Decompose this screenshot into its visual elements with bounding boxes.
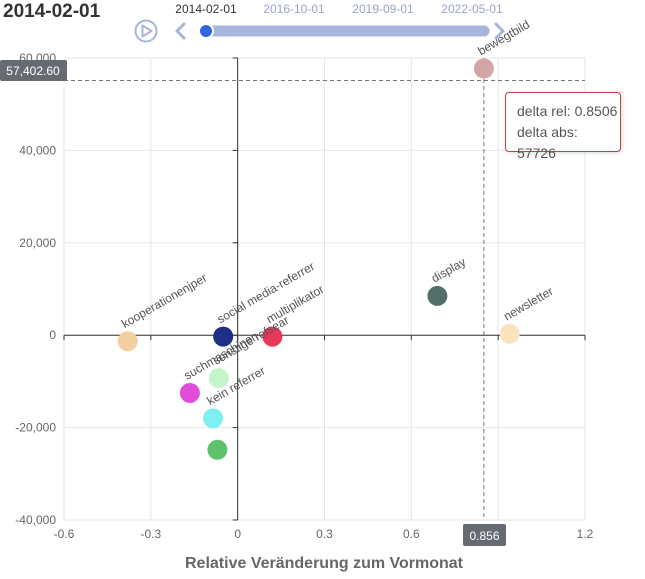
- y-tick-label: 20,000: [19, 236, 56, 250]
- data-point-5: [262, 326, 283, 347]
- y-tick-label: 40,000: [19, 143, 56, 157]
- play-icon: [141, 24, 153, 38]
- point-label-3: kooperationenjper: [119, 271, 209, 331]
- x-axis-title: Relative Veränderung zum Vormonat: [185, 555, 464, 572]
- timeline-label-2[interactable]: 2019-09-01: [352, 2, 414, 16]
- x-tick-label: -0.3: [140, 527, 161, 541]
- point-label-1: display: [429, 255, 468, 286]
- timeline-player: 2014-02-01 2016-10-01 2019-09-01 2022-05…: [134, 2, 505, 43]
- play-button[interactable]: [134, 19, 158, 43]
- data-point-4: [213, 326, 234, 347]
- timeline-label-1[interactable]: 2016-10-01: [263, 2, 325, 16]
- data-point-0: [473, 58, 494, 79]
- prev-arrow-icon[interactable]: [175, 22, 186, 40]
- tooltip: delta rel: 0.8506 delta abs: 57726: [505, 92, 621, 161]
- timeline-handle[interactable]: [198, 23, 214, 39]
- data-point-2: [499, 323, 520, 344]
- y-tick-label: 0: [49, 328, 56, 342]
- x-tick-label: 1.2: [577, 527, 594, 541]
- data-point-6: [208, 368, 229, 389]
- data-points: [117, 58, 520, 460]
- y-crosshair-badge: [0, 60, 67, 81]
- data-point-1: [427, 285, 448, 306]
- point-label-2: newsletter: [501, 284, 555, 323]
- x-tick-label: 0.3: [316, 527, 333, 541]
- data-point-3: [117, 331, 138, 352]
- data-point-8: [203, 408, 224, 429]
- crosshair: [64, 58, 585, 520]
- point-label-0: bewegtbild: [475, 17, 532, 58]
- y-crosshair-value: 57,402.60: [6, 64, 60, 78]
- timeline-label-3[interactable]: 2022-05-01: [441, 2, 503, 16]
- x-crosshair-badge: [463, 524, 506, 546]
- y-tick-label: -20,000: [15, 421, 56, 435]
- tooltip-line-2: delta abs: 57726: [517, 124, 578, 161]
- current-date-title: 2014-02-01: [3, 1, 101, 22]
- crosshair-badges: 57,402.60 0.856: [0, 60, 506, 546]
- x-tick-label: 0.6: [403, 527, 420, 541]
- data-point-7: [179, 382, 200, 403]
- data-point-9: [207, 439, 228, 460]
- x-tick-label: 0: [234, 527, 241, 541]
- x-tick-label: -0.6: [54, 527, 75, 541]
- x-crosshair-value: 0.856: [469, 529, 499, 543]
- timeline-label-0[interactable]: 2014-02-01: [175, 2, 237, 16]
- tooltip-line-1: delta rel: 0.8506: [517, 103, 618, 119]
- next-arrow-icon[interactable]: [494, 22, 505, 40]
- y-tick-label: -40,000: [15, 513, 56, 527]
